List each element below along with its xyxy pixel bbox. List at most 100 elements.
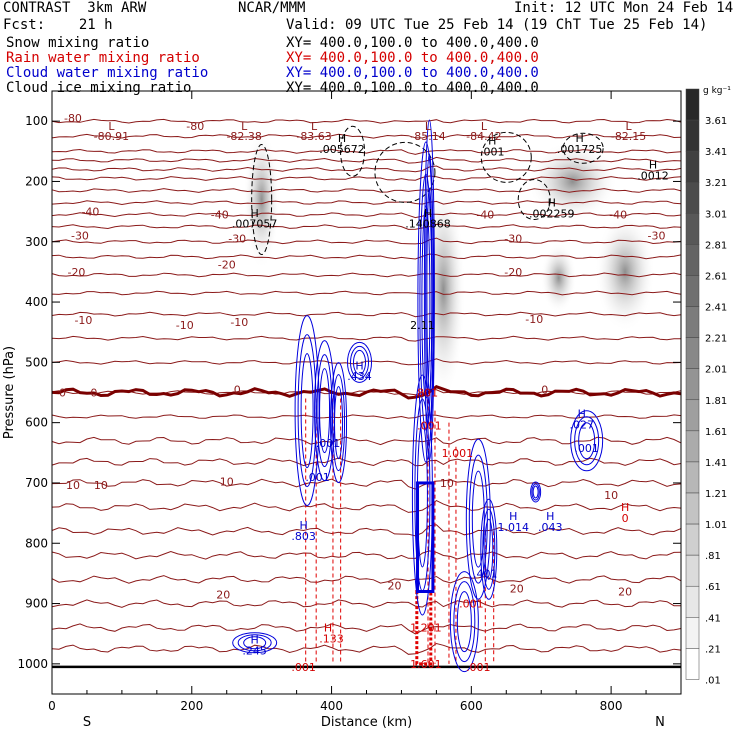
colorbar-tick-label: 1.21 [705,489,727,500]
colorbar-tick-label: .01 [705,675,721,686]
cloud-water-contour [423,119,435,461]
ice-maximum-label: H [424,207,432,220]
y-axis-label: Pressure (hPa) [2,346,17,439]
colorbar-unit: g kg⁻¹ [703,86,731,96]
cloud-water-contours [232,119,604,673]
cloud-water-contour [449,571,479,673]
snow-field-label: Snow mixing ratio [6,35,150,51]
cloud-ice-field-xy: XY= 400.0,100.0 to 400.0,400.0 [286,80,539,96]
cloud-water-contour [468,454,488,584]
colorbar-swatch [685,368,700,401]
colorbar-swatch [685,399,700,432]
cloud-water-contour [531,483,540,501]
y-tick-label: 600 [25,416,48,430]
cloud-water-maximum-label: .027 [570,418,595,431]
isotherm-line [51,200,682,206]
colorbar-swatch [685,430,700,463]
colorbar-swatch [685,275,700,307]
colorbar-tick-label: 1.61 [705,427,727,438]
x-tick-label: 0 [48,699,56,713]
ice-maximum-label: H [338,132,346,145]
isotherm-line [51,253,682,260]
cloud-water-contour [578,422,596,460]
colorbar-tick-label: 2.41 [705,303,727,314]
cloud-ice-field-label: Cloud ice mixing ratio [6,80,192,96]
isotherm-label: 10 [66,479,80,492]
ice-maximum-label: .002259 [529,207,575,220]
temperature-minimum-label: L [311,120,318,133]
colorbar-swatch [685,523,700,556]
isotherm-label: 20 [510,582,524,595]
isotherm-line [51,188,682,193]
ice-maximum-label: H [576,132,584,145]
x-tick-label: 200 [180,699,203,713]
isotherm-label: -10 [525,313,543,326]
isotherm-label: -30 [504,233,522,246]
ice-contour [562,132,604,164]
isotherm-label: -80 [64,112,82,125]
colorbar-tick-label: 2.21 [705,334,727,345]
cloud-ice-contours [251,125,604,256]
isotherm-line [51,457,682,467]
rain-maximum-label: .801 [414,387,439,400]
colorbar-swatch [685,150,700,183]
isotherm-line [51,223,682,230]
colorbar: 3.61 3.41 3.21 3.01 2.81 2.61 2.41 2.21 2.01 1.81… [685,86,731,686]
cloud-water-maximum-label: .001 [574,442,599,455]
cloud-water-maximum-label: H [578,408,586,421]
colorbar-tick-label: .41 [705,613,721,624]
colorbar-swatch [685,244,700,276]
isotherm-label: -30 [648,230,666,243]
isotherm-line [51,237,682,245]
cloud-water-contour [297,334,317,488]
colorbar-tick-label: 1.01 [705,520,727,531]
ice-contour [251,144,273,256]
cloud-water-contour [530,481,542,503]
colorbar-tick-label: 1.41 [705,458,727,469]
isotherm-label: -40 [81,206,99,219]
y-tick-label: 400 [25,295,48,309]
colorbar-swatch [685,119,700,152]
isotherm-line [51,575,682,584]
isotherm-line [51,358,682,366]
cloud-water-field-xy: XY= 400.0,100.0 to 400.0,400.0 [286,65,539,81]
temperature-minimum-label: -80.91 [94,130,129,143]
ice-contour [374,141,436,203]
colorbar-swatch [685,306,700,338]
temperature-minimum-label: L [241,120,248,133]
rain-maximum-label: 1.001 [442,447,474,460]
isotherm-label: -10 [74,314,92,327]
isotherm-line [51,290,682,296]
isotherm-label: 20 [387,579,401,592]
isotherm-label: 20 [216,589,230,602]
cloud-water-maximum-label: .401 [473,567,498,580]
isotherm-label: -10 [176,319,194,332]
cloud-water-contour [425,153,434,427]
temperature-minimum-label: L [108,120,115,133]
cloud-water-contour [532,485,539,499]
isotherm-label: 10 [94,479,108,492]
colorbar-swatch [685,181,700,214]
colorbar-swatch [685,492,700,525]
colorbar-tick-label: .21 [705,644,721,655]
isotherm-label: 10 [440,477,454,490]
colorbar-tick-label: 2.01 [705,365,727,376]
colorbar-tick-label: 3.01 [705,209,727,220]
south-label: S [83,715,91,730]
colorbar-tick-label: 3.21 [705,178,727,189]
colorbar-tick-label: .81 [705,551,721,562]
ice-contour [517,179,551,221]
colorbar-tick-label: 3.61 [705,116,727,127]
ice-contour [480,131,532,183]
isotherm-label: 20 [618,585,632,598]
isotherm-label: -40 [476,209,494,222]
isotherm-line [51,165,682,173]
isotherm-label: -20 [218,259,236,272]
isotherm-label: 0 [541,383,548,396]
y-tick-label: 200 [25,174,48,188]
colorbar-tick-label: 2.61 [705,271,727,282]
colorbar-swatch [685,617,700,649]
isotherm-line [51,642,682,655]
temperature-minimum-label: -84.42 [466,130,501,143]
temperature-minimum-label: -82.38 [226,130,261,143]
